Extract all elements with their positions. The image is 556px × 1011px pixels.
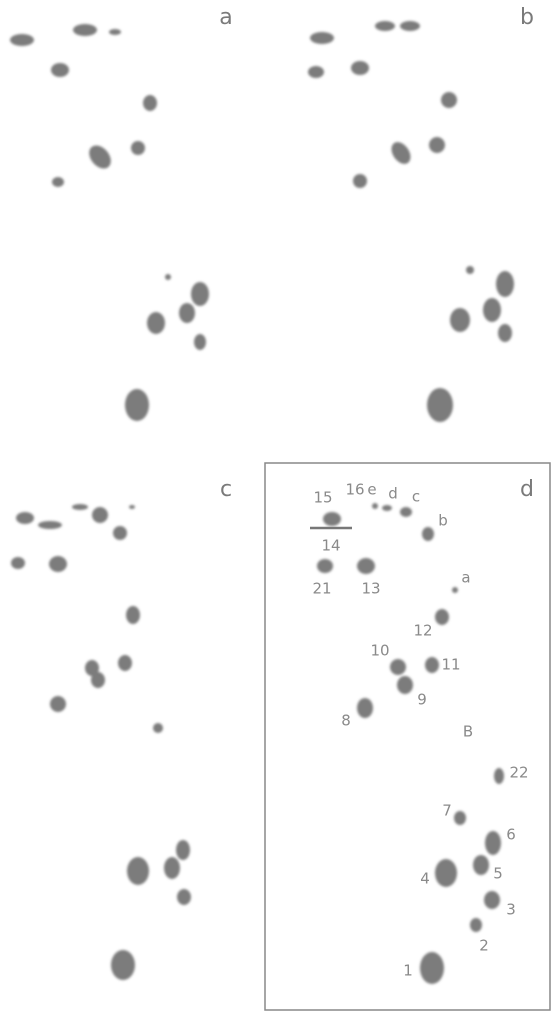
spot-label: 4 (420, 870, 430, 888)
spot-label: a (461, 569, 470, 587)
spot-label: b (438, 512, 448, 530)
spot-label: 22 (509, 764, 528, 782)
panel-label: c (220, 477, 232, 502)
spot-label: 2 (479, 937, 489, 955)
spot-label: 12 (413, 622, 432, 640)
spot-label: 9 (417, 691, 427, 709)
spot-label: 16 (345, 481, 364, 499)
spot-label: 7 (442, 802, 452, 820)
spot-label: c (412, 488, 420, 506)
spot-label: 3 (506, 901, 516, 919)
panel-label: b (520, 5, 534, 30)
spot-label: e (367, 481, 376, 499)
spot-label: 10 (370, 642, 389, 660)
spot-label: 8 (341, 712, 351, 730)
spot-label: 5 (493, 865, 503, 883)
panel-frame (265, 463, 550, 1010)
spot-label: 15 (313, 489, 332, 507)
figure: a b c d 15 16 e d c b 14 21 13 a 12 10 1… (0, 0, 556, 1011)
spot-label: 21 (312, 580, 331, 598)
spot-label: 13 (361, 580, 380, 598)
spot-label: 1 (403, 962, 413, 980)
spot-label: d (388, 485, 398, 503)
spots (10, 21, 514, 984)
spot-label: B (463, 723, 473, 741)
panel-label: d (520, 477, 534, 502)
spot-label: 11 (441, 656, 460, 674)
panel-label: a (219, 5, 232, 30)
spot-label: 6 (506, 826, 516, 844)
spot-label: 14 (321, 537, 340, 555)
